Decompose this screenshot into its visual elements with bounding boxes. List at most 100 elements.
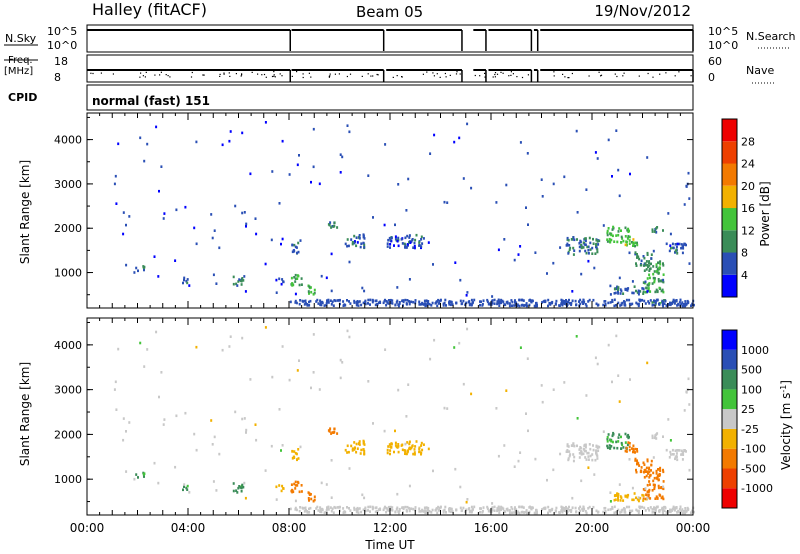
velocity-echo: [595, 509, 598, 513]
power-echo: [613, 298, 616, 302]
velocity-echo: [188, 491, 191, 494]
velocity-echo: [579, 509, 582, 513]
power-echo: [114, 174, 117, 178]
power-echo: [386, 242, 389, 245]
power-echo: [291, 282, 294, 285]
velocity-echo: [414, 445, 417, 448]
power-echo: [656, 298, 659, 302]
power-echo: [586, 245, 589, 249]
power-echo: [505, 183, 508, 187]
power-echo: [506, 300, 509, 304]
velocity-echo: [387, 509, 390, 512]
power-echo: [413, 244, 416, 248]
velocity-echo: [291, 457, 294, 460]
power-echo: [360, 242, 363, 245]
power-echo: [240, 279, 243, 283]
power-echo: [613, 292, 616, 295]
power-echo: [383, 299, 386, 303]
power-echo: [351, 242, 354, 246]
velocity-echo: [624, 511, 627, 514]
power-echo: [465, 294, 468, 297]
power-echo: [609, 284, 612, 288]
power-echo: [576, 211, 579, 214]
velocity-echo: [597, 449, 600, 452]
power-echo: [487, 302, 490, 306]
power-echo: [304, 299, 307, 303]
velocity-colorbar-swatches: [721, 329, 738, 509]
power-echo: [408, 302, 411, 306]
power-echo: [497, 248, 500, 252]
velocity-echo: [211, 443, 214, 446]
velocity-echo: [648, 488, 651, 492]
velocity-echo: [563, 506, 565, 510]
velocity-echo: [353, 441, 356, 444]
power-echo: [297, 274, 300, 278]
power-echo: [572, 253, 575, 256]
velocity-echo: [641, 505, 644, 509]
velocity-echo: [160, 371, 163, 374]
power-echo: [518, 304, 521, 308]
velocity-echo: [438, 509, 440, 512]
power-echo: [137, 269, 139, 273]
power-echo: [646, 277, 649, 280]
power-echo: [597, 243, 600, 246]
velocity-echo: [195, 345, 198, 349]
power-echo: [294, 301, 297, 304]
time-tick-label: 20:00: [575, 521, 610, 535]
power-echo: [648, 273, 651, 277]
velocity-echo: [351, 449, 354, 452]
power-echo: [661, 288, 664, 292]
power-echo: [397, 183, 400, 186]
velocity-echo: [620, 510, 623, 514]
nave-point: [219, 73, 221, 75]
velocity-echo: [388, 505, 390, 509]
velocity-echo: [232, 489, 235, 493]
power-echo: [567, 238, 570, 242]
power-echo: [579, 298, 582, 302]
velocity-echo: [407, 449, 409, 452]
power-echo: [353, 234, 356, 238]
velocity-echo: [650, 469, 652, 472]
power-echo: [419, 303, 422, 306]
velocity-echo: [115, 408, 118, 411]
velocity-echo: [326, 507, 328, 511]
power-echo: [635, 289, 637, 293]
nave-point: [508, 75, 510, 77]
power-echo: [405, 246, 408, 249]
nsky-trace: [87, 29, 694, 51]
power-echo: [615, 304, 617, 307]
velocity-echo: [684, 507, 687, 510]
velocity-echo: [540, 384, 543, 387]
velocity-echo: [541, 508, 544, 511]
power-echo: [358, 237, 361, 240]
velocity-echo: [363, 496, 366, 500]
power-echo: [453, 140, 456, 144]
power-echo: [646, 253, 649, 256]
velocity-echo: [293, 450, 296, 453]
power-echo: [581, 300, 584, 304]
velocity-echo: [423, 506, 426, 510]
velocity-echo: [229, 335, 232, 338]
power-echo: [429, 152, 432, 155]
power-echo: [570, 301, 573, 305]
power-echo: [315, 300, 318, 303]
power-echo: [603, 300, 606, 303]
velocity-echo: [243, 481, 246, 485]
power-echo: [672, 246, 675, 250]
nave-point: [614, 73, 616, 75]
power-echo: [624, 243, 627, 247]
velocity-echo: [431, 508, 434, 512]
velocity-echo: [125, 430, 127, 433]
velocity-echo: [611, 434, 614, 438]
power-echo: [289, 300, 292, 304]
velocity-echo: [153, 461, 156, 465]
power-echo: [587, 248, 590, 252]
power-echo: [607, 138, 610, 142]
power-echo: [619, 304, 622, 307]
velocity-echo: [425, 506, 428, 509]
power-echo: [644, 262, 647, 265]
power-echo: [668, 249, 671, 253]
power-echo: [363, 243, 366, 247]
velocity-echo: [308, 507, 310, 511]
velocity-echo: [453, 346, 456, 349]
